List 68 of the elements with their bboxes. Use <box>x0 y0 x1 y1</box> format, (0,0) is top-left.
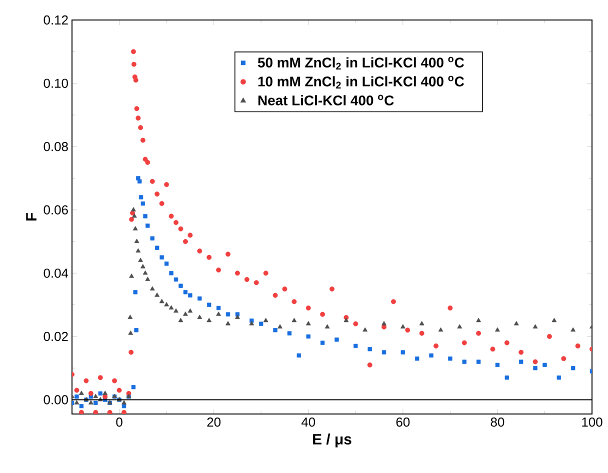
x-tick-label: 20 <box>207 418 221 427</box>
point <box>159 298 164 304</box>
point <box>226 321 230 326</box>
point <box>122 400 126 404</box>
point <box>306 321 311 326</box>
point <box>138 258 143 262</box>
point <box>400 324 406 328</box>
point <box>278 324 282 328</box>
point <box>128 330 134 335</box>
point <box>235 314 240 319</box>
point <box>419 321 424 326</box>
y-tick-label: 0.12 <box>44 15 68 25</box>
point <box>495 327 500 332</box>
point <box>132 213 137 218</box>
point <box>178 318 184 322</box>
point <box>292 318 297 322</box>
point <box>134 238 140 244</box>
point <box>197 314 202 319</box>
x-tick-label: 80 <box>490 418 504 427</box>
point <box>128 314 133 319</box>
point <box>183 312 188 316</box>
point <box>344 318 349 322</box>
point <box>552 318 557 322</box>
point <box>324 324 330 328</box>
point <box>129 274 134 278</box>
point <box>188 308 193 313</box>
point <box>142 270 148 275</box>
point <box>88 400 94 404</box>
point <box>140 264 146 268</box>
point <box>362 327 368 332</box>
point <box>206 318 212 322</box>
point <box>263 318 268 322</box>
x-tick-label: 100 <box>582 418 602 427</box>
point <box>382 321 386 326</box>
x-tick-label: 40 <box>301 418 316 427</box>
point <box>216 312 221 316</box>
point <box>174 308 178 313</box>
y-axis-title: F <box>26 212 36 221</box>
x-tick-label: 0 <box>116 418 122 427</box>
x-axis-title: E / μs <box>313 434 352 448</box>
y-tick-label: 0.06 <box>44 205 68 214</box>
point <box>132 226 138 230</box>
legend-label: Neat LiCl-KCl 400 $^{o}$C <box>258 94 394 106</box>
point <box>145 276 150 281</box>
y-tick-label: 0.08 <box>44 142 68 152</box>
point <box>249 321 254 326</box>
point <box>136 248 141 253</box>
legend-label: 50 mM ZnCl$_{2}$ in LiCl-KCl 400 $^{o}$C <box>258 56 464 70</box>
y-tick-label: 0.02 <box>44 332 68 342</box>
point <box>150 286 155 290</box>
point <box>457 324 462 328</box>
x-tick-label: 60 <box>396 418 410 427</box>
point <box>93 394 98 398</box>
point <box>102 390 108 395</box>
point <box>570 327 576 332</box>
point <box>476 318 481 322</box>
point <box>154 292 160 297</box>
legend-label: 10 mM ZnCl$_{2}$ in LiCl-KCl 400 $^{o}$C <box>258 76 464 88</box>
point <box>164 302 169 306</box>
point <box>514 321 519 326</box>
y-tick-label: 0.10 <box>44 78 68 88</box>
point <box>79 390 84 395</box>
y-tick-label: 0.04 <box>44 268 68 278</box>
point <box>168 305 174 310</box>
point <box>131 207 136 212</box>
point <box>532 324 538 328</box>
y-tick-label: 0.00 <box>44 395 68 404</box>
point <box>438 327 444 332</box>
